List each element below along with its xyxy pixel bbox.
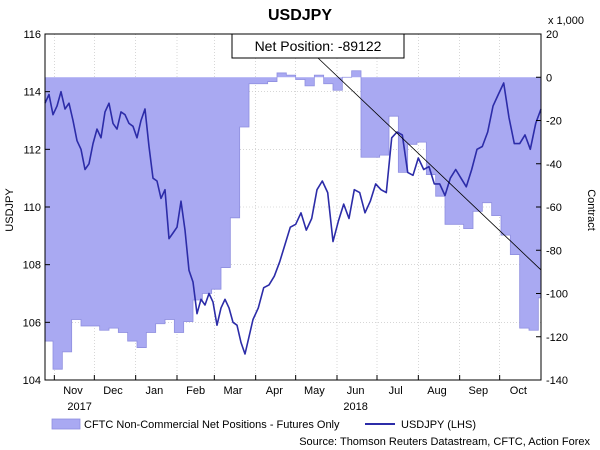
x-tick-label: Jun	[347, 385, 365, 397]
right-tick-label: -120	[546, 332, 568, 344]
left-axis-ticks: 104 106 108 110 112 114 116	[23, 29, 50, 387]
x-tick-label: Dec	[103, 385, 123, 397]
callout-leader-line	[317, 57, 542, 271]
right-axis-label: Contract	[585, 189, 597, 231]
x-tick-label: Oct	[510, 385, 527, 397]
right-tick-label: -40	[546, 159, 562, 171]
left-tick-label: 108	[23, 260, 41, 272]
left-tick-label: 106	[23, 317, 41, 329]
x-tick-label: Apr	[266, 385, 283, 397]
legend-line-label: USDJPY (LHS)	[401, 419, 476, 431]
right-tick-label: -20	[546, 116, 562, 128]
x-axis-ticks: Nov Dec Jan Feb Mar Apr May Jun Jul Aug Sep Oct	[53, 375, 527, 397]
usdjpy-line	[44, 82, 542, 355]
x-tick-label: Feb	[186, 385, 205, 397]
callout-text: Net Position: -89122	[255, 38, 382, 54]
year-labels: 2017 2018	[67, 401, 367, 413]
net-position-area	[45, 70, 541, 370]
left-tick-label: 116	[23, 29, 41, 41]
x-tick-label: Aug	[427, 385, 447, 397]
x-tick-label: Nov	[63, 385, 83, 397]
x-tick-label: Jan	[145, 385, 163, 397]
right-tick-label: -60	[546, 202, 562, 214]
right-tick-label: -100	[546, 289, 568, 301]
chart-title: USDJPY	[268, 7, 332, 24]
right-axis-ticks: -140 -120 -100 -80 -60 -40 -20 0 20	[536, 29, 568, 387]
left-axis-label: USDJPY	[4, 188, 16, 232]
x-tick-label: Mar	[224, 385, 243, 397]
net-position-area-edge	[45, 70, 541, 370]
legend: CFTC Non-Commercial Net Positions - Futu…	[51, 418, 476, 431]
right-tick-label: 0	[546, 72, 552, 84]
left-tick-label: 110	[23, 202, 41, 214]
right-tick-label: -80	[546, 245, 562, 257]
left-tick-label: 104	[23, 375, 41, 387]
right-tick-label: -140	[546, 375, 568, 387]
year-label: 2018	[343, 401, 367, 413]
left-tick-label: 112	[23, 144, 41, 156]
left-tick-label: 114	[23, 87, 41, 99]
source-note: Source: Thomson Reuters Datastream, CFTC…	[299, 436, 590, 448]
callout-box	[231, 33, 405, 59]
legend-area-label: CFTC Non-Commercial Net Positions - Futu…	[84, 419, 340, 431]
year-label: 2017	[67, 401, 91, 413]
x-tick-label: Sep	[469, 385, 489, 397]
right-axis-multiplier: x 1,000	[548, 15, 584, 27]
right-tick-label: 20	[546, 29, 558, 41]
x-tick-label: May	[304, 385, 325, 397]
legend-area-swatch	[51, 418, 81, 430]
x-tick-label: Jul	[389, 385, 403, 397]
